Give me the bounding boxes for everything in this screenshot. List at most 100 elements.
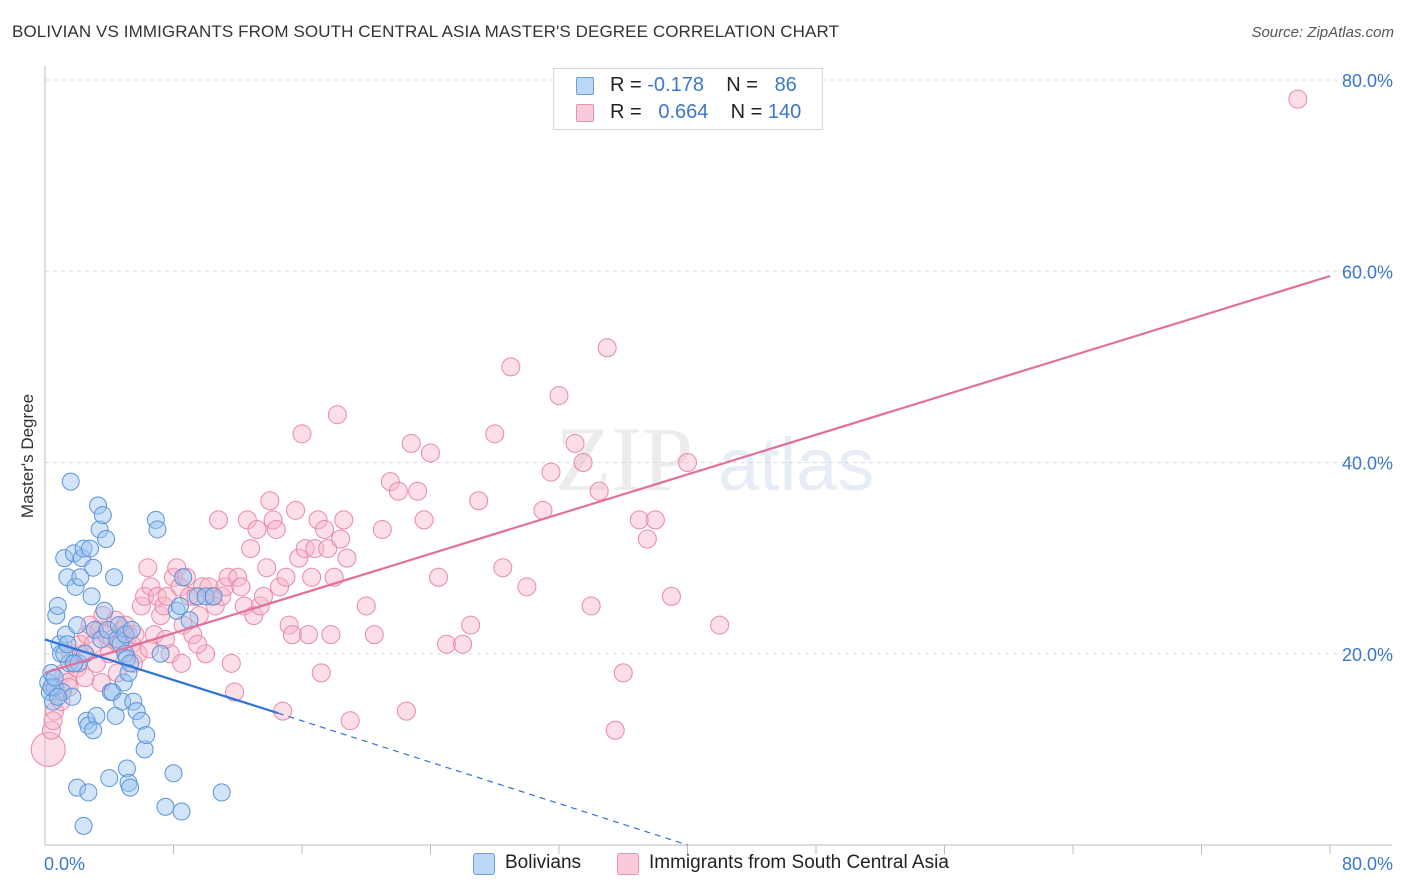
pink-point-86: [314, 519, 334, 539]
pink-point-78: [289, 548, 309, 568]
blue-point-3: [44, 692, 63, 711]
pink-point-1: [41, 720, 61, 740]
pink-point-116: [549, 386, 569, 406]
blue-point-62: [146, 510, 165, 529]
blue-point-15: [63, 687, 82, 706]
pink-point-105: [429, 567, 449, 587]
blue-point-37: [98, 620, 117, 639]
pink-point-85: [311, 663, 331, 683]
watermark: ZIP atlas: [555, 408, 874, 510]
pink-point-69: [260, 491, 280, 511]
pink-point-98: [380, 472, 400, 492]
pink-point-73: [273, 701, 293, 721]
pink-point-38: [160, 644, 180, 664]
pink-point-45: [183, 625, 203, 645]
blue-point-29: [85, 620, 104, 639]
blue-point-83: [74, 816, 93, 835]
blue-point-85: [84, 721, 103, 740]
blue-point-75: [212, 783, 231, 802]
blue-point-67: [167, 601, 186, 620]
blue-point-59: [119, 663, 138, 682]
pink-point-74: [276, 567, 296, 587]
legend-r-value: 0.664: [658, 101, 709, 123]
pink-trend-line: [44, 274, 1331, 674]
y-tick-label-3: 80.0%: [1342, 71, 1393, 91]
blue-point-57: [137, 726, 156, 745]
blue-point-63: [148, 520, 167, 539]
blue-point-82: [68, 778, 87, 797]
watermark-atlas: atlas: [718, 423, 874, 506]
blue-point-64: [151, 644, 170, 663]
blue-point-56: [135, 740, 154, 759]
pink-point-107: [453, 634, 473, 654]
legend-swatch-pink: [576, 104, 594, 122]
pink-point-63: [241, 539, 261, 559]
legend-correlation: R = -0.178 N = 86 R = 0.664 N = 140: [553, 68, 823, 130]
pink-point-120: [589, 481, 609, 501]
pink-point-126: [645, 510, 665, 530]
pink-point-52: [205, 596, 225, 616]
blue-point-61: [122, 620, 141, 639]
blue-point-32: [90, 520, 109, 539]
pink-point-57: [221, 653, 241, 673]
blue-point-35: [95, 601, 114, 620]
chart-title: BOLIVIAN VS IMMIGRANTS FROM SOUTH CENTRA…: [12, 22, 840, 41]
blue-point-28: [84, 558, 103, 577]
blue-point-49: [117, 759, 136, 778]
blue-point-68: [170, 596, 189, 615]
pink-point-115: [541, 462, 561, 482]
blue-trend-line: [44, 638, 279, 715]
y-tick-label-2: 60.0%: [1342, 262, 1393, 282]
y-tick-label-1: 40.0%: [1342, 454, 1393, 474]
x-tick-label-0: 0.0%: [44, 854, 85, 874]
blue-point-36: [97, 530, 116, 548]
pink-point-123: [613, 663, 633, 683]
blue-point-47: [114, 673, 133, 692]
legend-n-label: N =: [726, 74, 758, 96]
pink-point-108: [461, 615, 481, 635]
blue-point-9: [53, 683, 72, 701]
pink-point-124: [629, 510, 649, 530]
blue-point-33: [92, 630, 111, 649]
pink-point-56: [218, 567, 238, 587]
legend-r-label: R =: [610, 74, 642, 96]
pink-point-101: [401, 433, 421, 453]
blue-point-55: [132, 711, 151, 730]
blue-point-53: [127, 702, 146, 721]
pink-point-140: [43, 711, 63, 731]
pink-point-118: [573, 453, 593, 472]
pink-point-82: [302, 567, 322, 587]
pink-point-92: [334, 510, 354, 530]
pink-point-0: [30, 731, 66, 767]
pink-point-129: [710, 615, 730, 635]
pink-point-93: [337, 548, 357, 568]
blue-point-84: [79, 783, 98, 802]
pink-point-99: [388, 481, 408, 501]
blue-point-20: [71, 568, 90, 587]
pink-point-49: [196, 644, 216, 664]
blue-point-31: [89, 496, 108, 515]
y-tick-label-0: 20.0%: [1342, 645, 1393, 665]
pink-point-81: [298, 625, 318, 645]
blue-point-58: [117, 649, 136, 668]
legend-r-label: R =: [610, 101, 642, 123]
blue-trend-line-extension: [277, 712, 688, 846]
blue-series-points: [39, 472, 231, 835]
pink-point-13: [80, 615, 100, 635]
pink-point-94: [340, 711, 360, 731]
pink-point-32: [141, 577, 161, 597]
pink-series-points: [30, 89, 1308, 767]
pink-point-130: [1288, 89, 1308, 109]
bottom-legend-label: Immigrants from South Central Asia: [649, 852, 949, 873]
pink-point-95: [356, 596, 376, 616]
blue-point-26: [80, 539, 99, 558]
blue-point-5: [47, 606, 66, 625]
pink-point-125: [637, 529, 657, 549]
pink-point-64: [244, 606, 264, 625]
legend-n-value: 140: [767, 101, 802, 123]
blue-point-66: [164, 764, 183, 783]
pink-point-62: [237, 510, 257, 530]
pink-point-127: [661, 586, 681, 606]
pink-point-102: [408, 481, 428, 501]
